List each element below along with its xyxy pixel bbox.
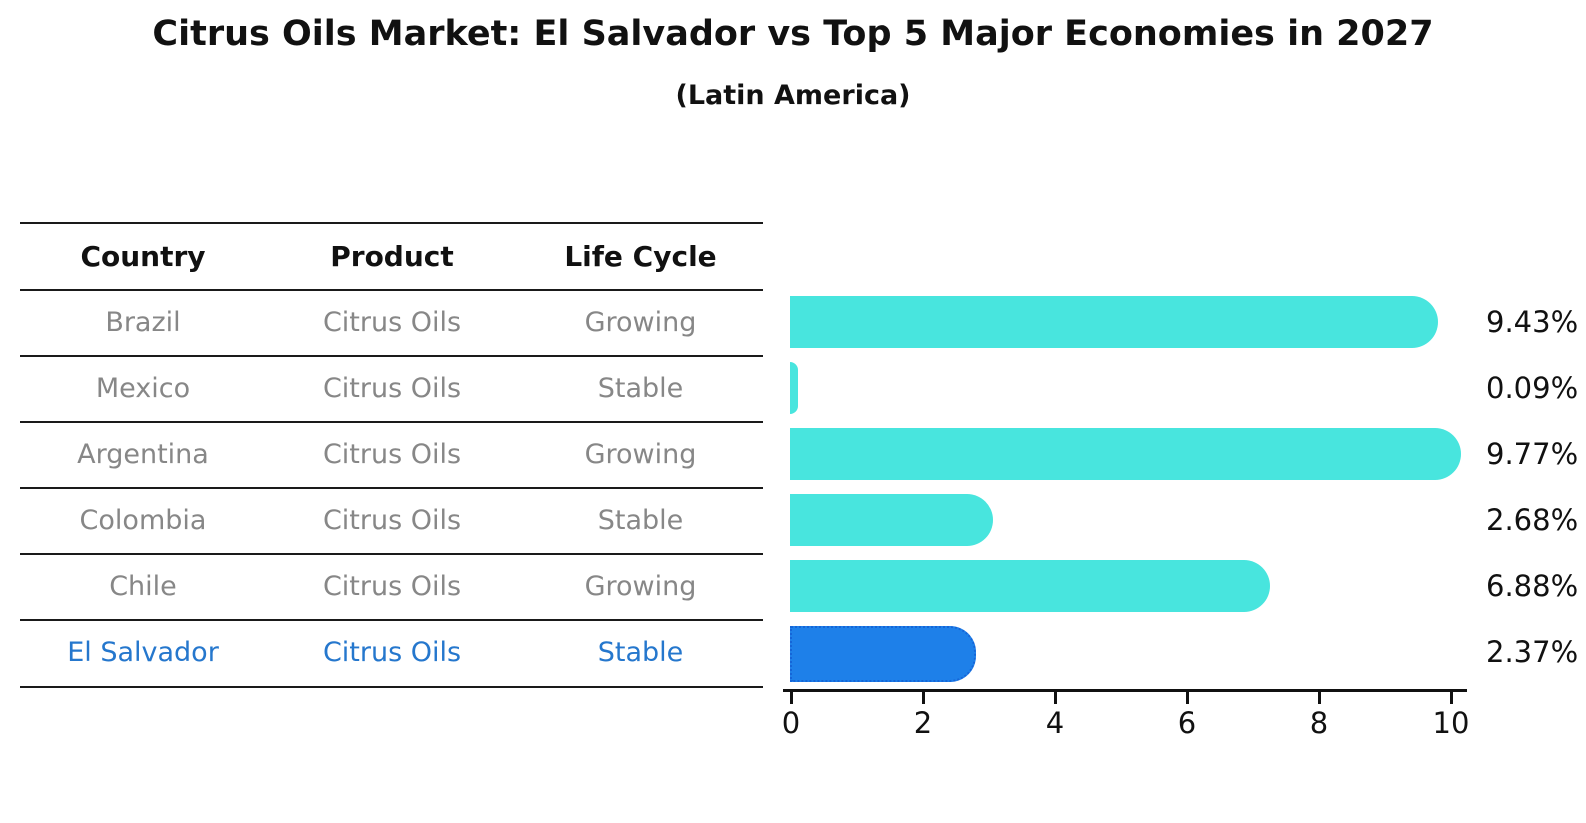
table-row: Mexico Citrus Oils Stable — [20, 356, 763, 420]
x-tick — [790, 692, 793, 704]
table-header-country: Country — [80, 239, 206, 273]
table-rule — [20, 686, 763, 688]
product-cell: Citrus Oils — [322, 438, 462, 470]
country-cell: Brazil — [105, 306, 181, 338]
country-cell: Chile — [109, 570, 177, 602]
x-tick-label: 6 — [1177, 706, 1197, 740]
lifecycle-cell: Stable — [597, 504, 684, 536]
table-row: Chile Citrus Oils Growing — [20, 554, 763, 618]
table-row: El Salvador Citrus Oils Stable — [20, 620, 763, 684]
bar — [790, 494, 993, 546]
table-row: Colombia Citrus Oils Stable — [20, 488, 763, 552]
bar — [790, 296, 1438, 348]
table-row: Argentina Citrus Oils Growing — [20, 422, 763, 486]
x-tick-label: 10 — [1432, 706, 1470, 740]
bar-value-label: 2.68% — [1486, 503, 1579, 537]
bar-value-label: 2.37% — [1486, 635, 1579, 669]
country-cell: Argentina — [77, 438, 209, 470]
bar — [790, 560, 1270, 612]
lifecycle-cell: Stable — [597, 636, 684, 668]
bar — [790, 428, 1461, 480]
product-cell: Citrus Oils — [322, 570, 462, 602]
table-row: Brazil Citrus Oils Growing — [20, 290, 763, 354]
table-header-row: Country Product Life Cycle — [20, 224, 763, 288]
table-rule — [20, 289, 763, 291]
x-tick-label: 4 — [1045, 706, 1065, 740]
bar-value-label: 9.77% — [1486, 437, 1579, 471]
x-tick — [1054, 692, 1057, 704]
table-rule — [20, 553, 763, 555]
table-header-lifecycle: Life Cycle — [564, 239, 717, 273]
table-rule — [20, 487, 763, 489]
x-tick — [922, 692, 925, 704]
country-cell: Colombia — [79, 504, 207, 536]
table-rule — [20, 355, 763, 357]
country-cell: Mexico — [95, 372, 191, 404]
x-axis-line — [783, 689, 1467, 692]
x-tick — [1186, 692, 1189, 704]
chart-title: Citrus Oils Market: El Salvador vs Top 5… — [152, 14, 1434, 54]
product-cell: Citrus Oils — [322, 504, 462, 536]
lifecycle-cell: Stable — [597, 372, 684, 404]
bar-value-label: 6.88% — [1486, 569, 1579, 603]
x-tick-label: 0 — [781, 706, 801, 740]
bar — [790, 626, 976, 682]
x-tick-label: 8 — [1309, 706, 1329, 740]
lifecycle-cell: Growing — [584, 438, 697, 470]
country-cell: El Salvador — [67, 636, 219, 668]
table-header-product: Product — [330, 239, 454, 273]
lifecycle-cell: Growing — [584, 570, 697, 602]
bar-value-label: 0.09% — [1486, 371, 1579, 405]
x-tick — [1318, 692, 1321, 704]
x-tick — [1450, 692, 1453, 704]
bar — [790, 362, 798, 414]
product-cell: Citrus Oils — [322, 306, 462, 338]
chart-subtitle: (Latin America) — [675, 80, 911, 111]
x-tick-label: 2 — [913, 706, 933, 740]
table-rule — [20, 421, 763, 423]
bar-value-label: 9.43% — [1486, 305, 1579, 339]
product-cell: Citrus Oils — [322, 636, 462, 668]
table-rule — [20, 619, 763, 621]
product-cell: Citrus Oils — [322, 372, 462, 404]
table-rule — [20, 222, 763, 224]
lifecycle-cell: Growing — [584, 306, 697, 338]
